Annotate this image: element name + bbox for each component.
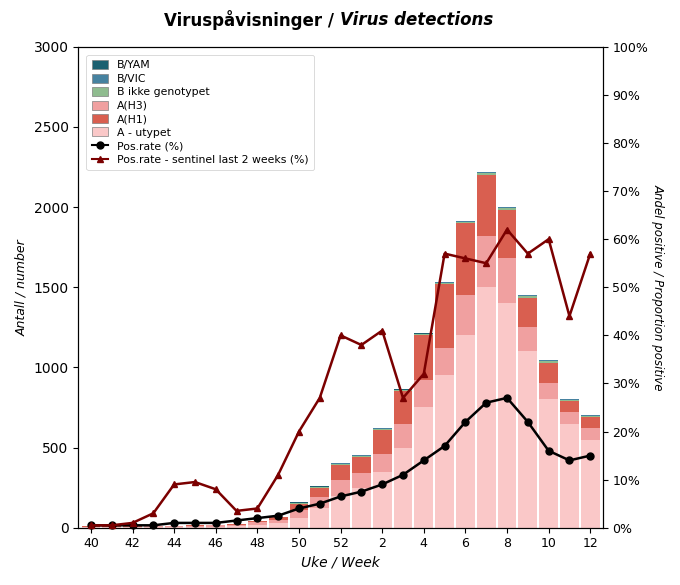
Bar <box>394 448 412 528</box>
Bar <box>82 527 100 528</box>
Bar <box>248 521 267 522</box>
Bar <box>498 259 516 303</box>
Bar <box>144 527 163 528</box>
Bar <box>269 517 288 519</box>
Bar <box>518 296 537 298</box>
Bar <box>269 523 288 528</box>
Bar <box>352 488 371 528</box>
Bar <box>414 335 433 380</box>
Bar <box>560 400 579 401</box>
Legend: B/YAM, B/VIC, B ikke genotypet, A(H3), A(H1), A - utypet, Pos.rate (%), Pos.rate: B/YAM, B/VIC, B ikke genotypet, A(H3), A… <box>86 54 313 170</box>
Bar <box>373 430 392 454</box>
Bar <box>165 527 184 528</box>
Bar <box>248 522 267 525</box>
Bar <box>518 295 537 296</box>
Bar <box>477 287 496 528</box>
Bar <box>456 222 475 223</box>
Bar <box>394 424 412 448</box>
Bar <box>290 503 308 504</box>
Bar <box>227 526 246 528</box>
Bar <box>498 208 516 211</box>
Bar <box>290 504 308 510</box>
Bar <box>186 526 204 527</box>
Bar <box>206 525 225 527</box>
Bar <box>206 527 225 528</box>
Bar <box>498 207 516 208</box>
Bar <box>498 211 516 259</box>
Bar <box>331 465 350 480</box>
Bar <box>331 495 350 528</box>
Bar <box>581 428 600 439</box>
Bar <box>518 298 537 328</box>
Bar <box>352 457 371 473</box>
Bar <box>248 525 267 528</box>
Bar <box>373 472 392 528</box>
Bar <box>373 429 392 430</box>
Bar <box>477 175 496 236</box>
Text: Viruspåvisninger /: Viruspåvisninger / <box>165 11 340 30</box>
Text: Virus detections: Virus detections <box>340 12 493 29</box>
Bar <box>435 348 454 376</box>
Bar <box>498 303 516 528</box>
Bar <box>373 454 392 472</box>
Bar <box>560 424 579 528</box>
Bar <box>414 334 433 335</box>
Bar <box>123 527 142 528</box>
Bar <box>539 383 558 400</box>
Bar <box>581 417 600 428</box>
Bar <box>456 223 475 295</box>
Bar <box>186 527 204 528</box>
Bar <box>539 361 558 363</box>
Bar <box>581 416 600 417</box>
Bar <box>102 527 121 528</box>
Bar <box>165 526 184 527</box>
Bar <box>310 487 329 488</box>
Bar <box>518 328 537 352</box>
Bar <box>310 488 329 497</box>
Bar <box>539 363 558 383</box>
Bar <box>227 525 246 526</box>
Bar <box>331 464 350 465</box>
Bar <box>518 352 537 528</box>
Bar <box>581 439 600 528</box>
Bar <box>352 473 371 488</box>
Bar <box>477 173 496 175</box>
X-axis label: Uke / Week: Uke / Week <box>301 556 380 570</box>
Y-axis label: Andel positive / Proportion positive: Andel positive / Proportion positive <box>652 184 665 391</box>
Bar <box>560 412 579 424</box>
Bar <box>414 408 433 528</box>
Bar <box>269 519 288 523</box>
Bar <box>394 391 412 424</box>
Bar <box>435 284 454 348</box>
Bar <box>310 508 329 528</box>
Bar <box>477 236 496 287</box>
Bar <box>560 401 579 412</box>
Bar <box>227 524 246 525</box>
Bar <box>539 360 558 361</box>
Bar <box>290 518 308 528</box>
Bar <box>539 400 558 528</box>
Bar <box>290 510 308 518</box>
Bar <box>414 380 433 408</box>
Y-axis label: Antall / number: Antall / number <box>15 239 28 336</box>
Bar <box>331 480 350 495</box>
Bar <box>456 335 475 528</box>
Bar <box>352 456 371 457</box>
Bar <box>435 376 454 528</box>
Bar <box>456 295 475 335</box>
Bar <box>394 390 412 391</box>
Bar <box>435 283 454 284</box>
Bar <box>310 497 329 508</box>
